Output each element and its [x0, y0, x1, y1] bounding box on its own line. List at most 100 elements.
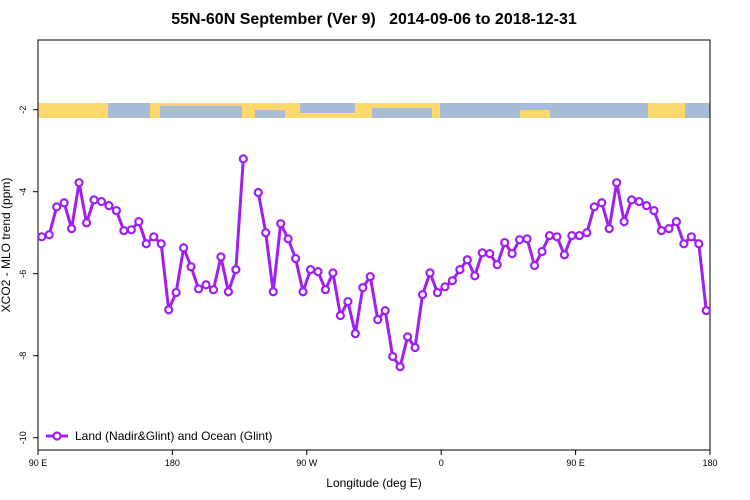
y-axis-label: XCO2 - MLO trend (ppm)	[0, 178, 13, 313]
data-point	[358, 283, 368, 293]
data-point	[186, 262, 196, 272]
data-point	[619, 217, 629, 227]
data-point	[149, 232, 159, 242]
data-point	[89, 195, 99, 205]
data-point	[417, 290, 428, 300]
data-point	[320, 285, 331, 295]
data-point	[597, 198, 607, 208]
data-line	[41, 158, 708, 371]
data-point	[455, 265, 465, 275]
data-point	[208, 285, 219, 295]
data-point	[179, 243, 189, 253]
y-tick-label: -6	[18, 270, 28, 278]
data-point	[694, 239, 704, 249]
data-point	[193, 284, 204, 294]
data-point	[74, 178, 84, 188]
data-point	[447, 276, 457, 286]
data-point	[261, 228, 271, 238]
data-point	[373, 315, 383, 325]
data-point	[604, 224, 614, 234]
data-point	[164, 305, 174, 315]
data-point	[425, 268, 435, 278]
data-point	[119, 226, 129, 236]
data-point	[171, 287, 181, 298]
legend-marker	[52, 431, 62, 441]
data-point	[44, 230, 54, 240]
data-point	[141, 239, 151, 249]
data-point	[462, 255, 472, 265]
x-tick-label: 90 E	[29, 458, 48, 468]
data-point	[477, 248, 487, 258]
land-ocean-strip	[38, 103, 710, 118]
data-point	[59, 198, 69, 208]
data-point	[328, 268, 338, 278]
data-point	[365, 271, 375, 282]
y-tick-label: -4	[18, 188, 28, 196]
data-point	[522, 234, 532, 244]
data-point	[656, 226, 667, 236]
data-point	[380, 306, 390, 316]
data-point	[52, 202, 62, 212]
data-point	[485, 249, 495, 259]
data-point	[388, 351, 398, 362]
data-point	[134, 217, 144, 227]
chart-title: 55N-60N September (Ver 9) 2014-09-06 to …	[171, 11, 577, 28]
data-point	[216, 252, 226, 262]
data-point	[552, 232, 562, 242]
data-point	[507, 249, 517, 259]
data-point	[395, 362, 405, 372]
data-point	[313, 267, 323, 277]
y-tick-label: -10	[18, 431, 28, 444]
data-point	[612, 178, 622, 188]
data-point	[500, 237, 510, 248]
data-point	[253, 187, 263, 198]
data-point	[529, 260, 540, 271]
data-point	[671, 217, 682, 227]
data-point	[432, 287, 443, 298]
data-point	[649, 205, 659, 216]
data-point	[544, 230, 555, 241]
x-axis-label: Longitude (deg E)	[326, 476, 421, 490]
data-point	[686, 232, 696, 242]
data-point	[268, 287, 278, 297]
data-point	[37, 232, 47, 242]
data-point	[537, 246, 547, 257]
y-tick-label: -8	[18, 352, 28, 360]
data-point	[574, 230, 584, 241]
data-point	[410, 342, 420, 353]
data-point	[238, 154, 248, 164]
data-point	[298, 287, 308, 297]
data-point	[126, 225, 136, 235]
x-tick-label: 0	[439, 458, 444, 468]
data-point	[305, 265, 316, 275]
data-point	[679, 239, 689, 249]
data-point	[291, 253, 301, 264]
data-point	[350, 328, 360, 339]
data-point	[403, 332, 413, 342]
data-point	[111, 205, 122, 216]
data-point	[701, 306, 711, 316]
data-point	[343, 296, 353, 307]
y-tick-label: -2	[18, 106, 28, 114]
data-point	[664, 224, 674, 234]
data-point	[276, 219, 286, 229]
data-point	[66, 224, 77, 234]
data-point	[567, 230, 577, 241]
data-point	[582, 228, 592, 238]
data-point	[492, 260, 502, 270]
data-point	[156, 239, 166, 249]
x-tick-label: 180	[702, 458, 717, 468]
data-point	[634, 196, 644, 207]
data-point	[626, 195, 637, 205]
data-point	[514, 235, 525, 245]
data-point	[81, 218, 92, 228]
data-point	[104, 201, 114, 211]
data-point	[470, 271, 480, 281]
plot-frame	[37, 39, 711, 451]
data-point	[641, 201, 652, 211]
data-point	[283, 234, 293, 244]
data-point	[589, 202, 599, 212]
x-tick-label: 90 E	[566, 458, 585, 468]
legend-label: Land (Nadir&Glint) and Ocean (Glint)	[75, 429, 272, 443]
